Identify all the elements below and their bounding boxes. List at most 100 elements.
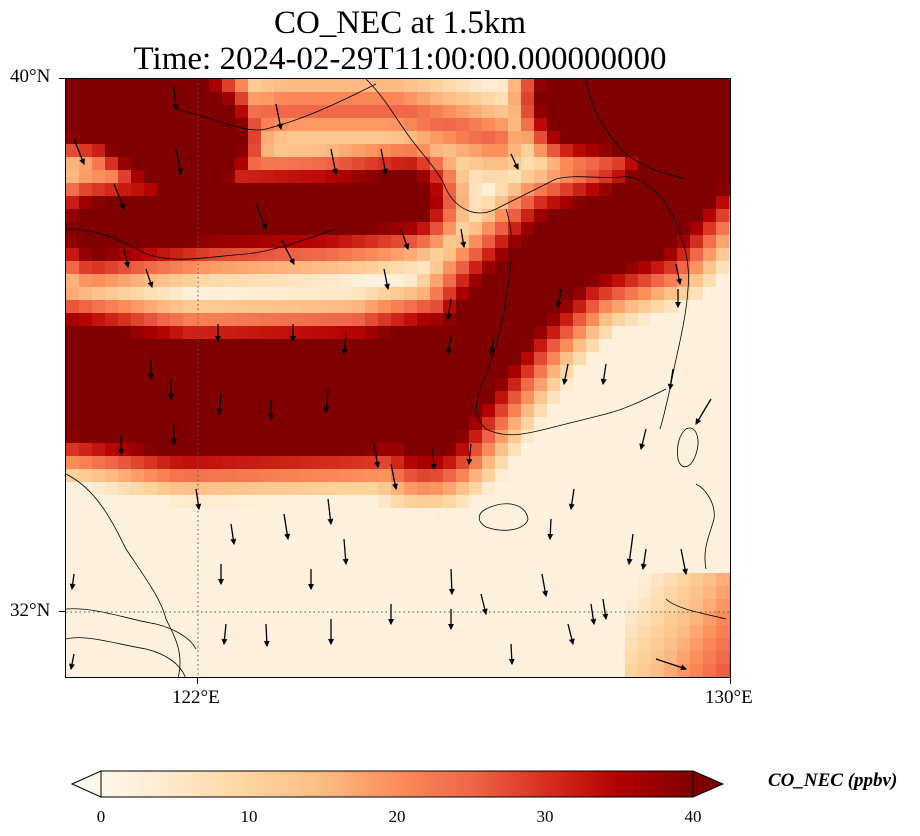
- field-cell: [443, 209, 457, 223]
- field-cell: [677, 417, 691, 431]
- field-cell: [651, 625, 665, 639]
- field-cell: [274, 560, 288, 574]
- field-cell: [66, 248, 80, 262]
- field-cell: [196, 92, 210, 106]
- field-cell: [729, 79, 730, 93]
- field-cell: [391, 352, 405, 366]
- field-cell: [183, 92, 197, 106]
- field-cell: [92, 248, 106, 262]
- field-cell: [456, 391, 470, 405]
- field-cell: [612, 222, 626, 236]
- field-cell: [261, 105, 275, 119]
- field-cell: [690, 92, 704, 106]
- field-cell: [664, 235, 678, 249]
- field-cell: [261, 495, 275, 509]
- field-cell: [690, 573, 704, 587]
- field-cell: [352, 560, 366, 574]
- field-cell: [352, 534, 366, 548]
- field-cell: [92, 638, 106, 652]
- field-cell: [664, 300, 678, 314]
- field-cell: [508, 508, 522, 522]
- field-cell: [638, 469, 652, 483]
- field-cell: [573, 313, 587, 327]
- field-cell: [703, 586, 717, 600]
- field-cell: [235, 586, 249, 600]
- field-cell: [261, 326, 275, 340]
- field-cell: [352, 625, 366, 639]
- field-cell: [287, 183, 301, 197]
- field-cell: [599, 131, 613, 145]
- field-cell: [261, 508, 275, 522]
- field-cell: [638, 456, 652, 470]
- wind-arrow-head: [290, 335, 296, 343]
- field-cell: [391, 300, 405, 314]
- field-cell: [313, 131, 327, 145]
- field-cell: [716, 586, 730, 600]
- field-cell: [287, 339, 301, 353]
- field-cell: [547, 586, 561, 600]
- field-cell: [443, 508, 457, 522]
- field-cell: [729, 352, 730, 366]
- field-cell: [521, 404, 535, 418]
- field-cell: [300, 651, 314, 665]
- field-cell: [703, 183, 717, 197]
- field-cell: [287, 495, 301, 509]
- field-cell: [131, 183, 145, 197]
- field-cell: [664, 482, 678, 496]
- wind-arrow-shaft: [628, 533, 634, 565]
- field-cell: [521, 469, 535, 483]
- field-cell: [365, 261, 379, 275]
- field-cell: [560, 79, 574, 93]
- field-cell: [365, 313, 379, 327]
- field-cell: [430, 508, 444, 522]
- field-cell: [144, 469, 158, 483]
- wind-arrow-head: [284, 533, 291, 541]
- field-cell: [339, 495, 353, 509]
- field-cell: [495, 560, 509, 574]
- wind-arrow-head: [215, 335, 221, 343]
- field-cell: [261, 235, 275, 249]
- field-cell: [118, 469, 132, 483]
- field-cell: [66, 534, 80, 548]
- field-cell: [729, 612, 730, 626]
- field-cell: [118, 677, 132, 678]
- field-cell: [456, 638, 470, 652]
- field-cell: [287, 586, 301, 600]
- field-cell: [690, 131, 704, 145]
- field-cell: [456, 118, 470, 132]
- field-cell: [703, 79, 717, 93]
- field-cell: [352, 326, 366, 340]
- field-cell: [690, 612, 704, 626]
- field-cell: [560, 651, 574, 665]
- field-cell: [144, 196, 158, 210]
- field-cell: [638, 586, 652, 600]
- field-cell: [326, 365, 340, 379]
- field-cell: [651, 430, 665, 444]
- field-cell: [209, 144, 223, 158]
- field-cell: [651, 235, 665, 249]
- field-cell: [430, 547, 444, 561]
- field-cell: [729, 144, 730, 158]
- field-cell: [521, 352, 535, 366]
- field-cell: [651, 599, 665, 613]
- field-cell: [300, 677, 314, 678]
- field-cell: [391, 417, 405, 431]
- field-cell: [508, 92, 522, 106]
- field-cell: [443, 196, 457, 210]
- field-cell: [170, 131, 184, 145]
- field-cell: [664, 664, 678, 677]
- field-cell: [482, 391, 496, 405]
- field-cell: [443, 131, 457, 145]
- field-cell: [690, 300, 704, 314]
- field-cell: [300, 105, 314, 119]
- wind-arrow-head: [168, 393, 174, 401]
- field-cell: [300, 417, 314, 431]
- field-cell: [469, 196, 483, 210]
- field-cell: [222, 79, 236, 93]
- field-cell: [144, 677, 158, 678]
- field-cell: [586, 326, 600, 340]
- field-cell: [378, 573, 392, 587]
- field-cell: [92, 183, 106, 197]
- field-cell: [313, 599, 327, 613]
- field-cell: [274, 573, 288, 587]
